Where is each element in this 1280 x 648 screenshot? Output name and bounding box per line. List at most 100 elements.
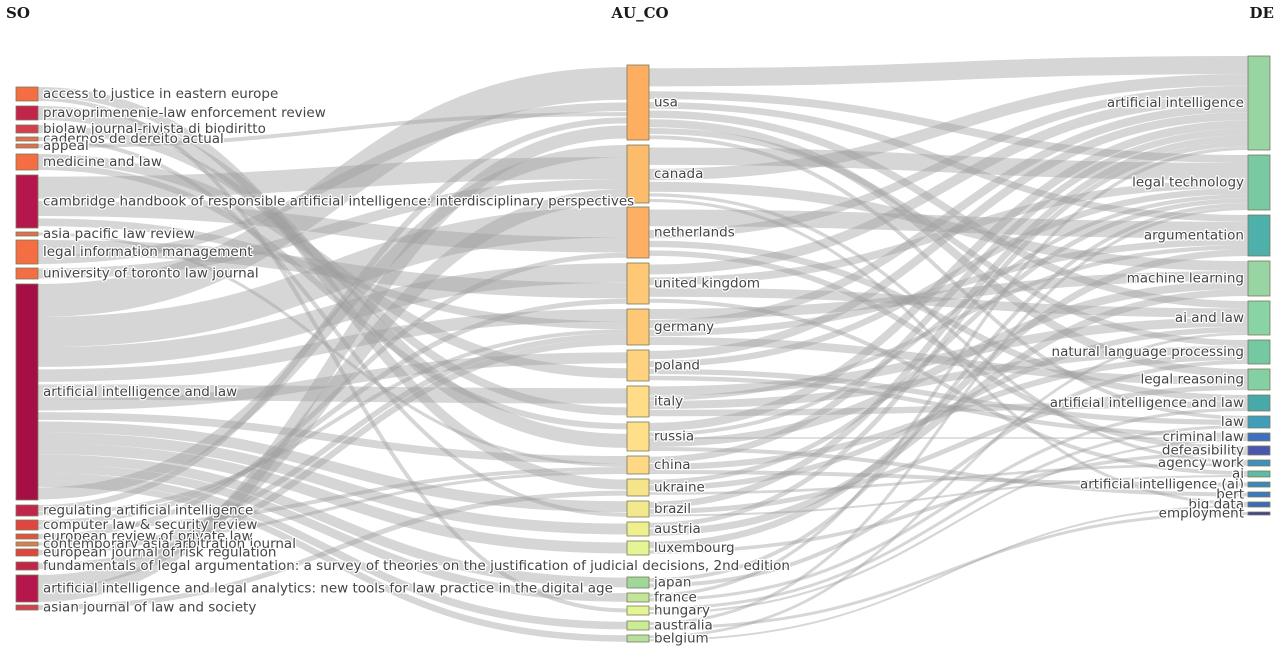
node-de[interactable] [1247, 459, 1271, 467]
sankey-link[interactable] [648, 425, 1249, 611]
sankey-link[interactable] [648, 206, 1249, 626]
sankey-link[interactable] [648, 368, 1249, 426]
node-au-co[interactable] [626, 521, 650, 537]
sankey-link[interactable] [37, 145, 628, 500]
sankey-link[interactable] [648, 250, 1249, 452]
sankey-link[interactable] [648, 401, 1249, 417]
sankey-link[interactable] [648, 475, 1249, 517]
sankey-link[interactable] [648, 193, 1249, 464]
sankey-link[interactable] [648, 74, 1249, 181]
sankey-link[interactable] [648, 249, 1249, 549]
sankey-link[interactable] [648, 287, 1249, 318]
sankey-link[interactable] [648, 128, 1249, 464]
sankey-link[interactable] [37, 154, 628, 379]
sankey-link[interactable] [37, 443, 628, 554]
sankey-link[interactable] [648, 360, 1249, 588]
node-au-co[interactable] [626, 605, 650, 616]
sankey-link[interactable] [37, 239, 628, 299]
sankey-link[interactable] [648, 103, 1249, 329]
sankey-link[interactable] [37, 412, 628, 464]
node-so[interactable] [15, 533, 39, 540]
sankey-link[interactable] [37, 472, 628, 630]
node-de[interactable] [1247, 445, 1271, 456]
node-de[interactable] [1247, 300, 1271, 336]
node-so[interactable] [15, 604, 39, 611]
node-de[interactable] [1247, 481, 1271, 488]
sankey-link[interactable] [37, 106, 628, 448]
node-de[interactable] [1247, 511, 1271, 516]
sankey-link[interactable] [37, 232, 628, 467]
node-so[interactable] [15, 174, 39, 229]
sankey-link[interactable] [648, 451, 1249, 554]
node-au-co[interactable] [626, 262, 650, 305]
sankey-link[interactable] [37, 189, 628, 589]
sankey-link[interactable] [648, 91, 1249, 163]
sankey-link[interactable] [648, 281, 1249, 447]
sankey-link[interactable] [37, 112, 628, 148]
node-so[interactable] [15, 504, 39, 517]
node-de[interactable] [1247, 55, 1271, 151]
sankey-link[interactable] [648, 375, 1249, 438]
sankey-link[interactable] [648, 346, 1249, 409]
sankey-link[interactable] [37, 480, 628, 642]
node-au-co[interactable] [626, 144, 650, 204]
sankey-link[interactable] [648, 128, 1249, 346]
sankey-link[interactable] [37, 125, 628, 602]
sankey-link[interactable] [648, 180, 1249, 286]
sankey-link[interactable] [37, 384, 628, 404]
node-de[interactable] [1247, 368, 1271, 391]
sankey-link[interactable] [37, 206, 628, 348]
sankey-link[interactable] [37, 329, 628, 516]
sankey-link[interactable] [648, 112, 1249, 360]
sankey-link[interactable] [648, 470, 1249, 487]
node-so[interactable] [15, 231, 39, 237]
node-au-co[interactable] [626, 620, 650, 631]
sankey-link[interactable] [648, 326, 1249, 491]
node-so[interactable] [15, 548, 39, 557]
node-so[interactable] [15, 541, 39, 547]
node-au-co[interactable] [626, 349, 650, 382]
node-so[interactable] [15, 136, 39, 142]
sankey-link[interactable] [648, 245, 1249, 401]
sankey-link[interactable] [648, 194, 1249, 437]
sankey-link[interactable] [648, 505, 1249, 642]
node-so[interactable] [15, 143, 39, 149]
node-au-co[interactable] [626, 540, 650, 556]
sankey-link[interactable] [37, 102, 628, 264]
sankey-link[interactable] [37, 338, 628, 570]
sankey-link[interactable] [37, 117, 628, 511]
sankey-link[interactable] [648, 447, 1249, 497]
node-au-co[interactable] [626, 385, 650, 418]
sankey-link[interactable] [648, 438, 1249, 615]
sankey-link[interactable] [37, 432, 628, 535]
sankey-link[interactable] [648, 146, 1249, 597]
node-so[interactable] [15, 86, 39, 102]
sankey-link[interactable] [37, 200, 628, 253]
node-so[interactable] [15, 267, 39, 280]
node-de[interactable] [1247, 470, 1271, 478]
sankey-link[interactable] [648, 119, 1249, 377]
sankey-link[interactable] [37, 464, 628, 602]
sankey-link[interactable] [648, 181, 1249, 271]
sankey-link[interactable] [37, 252, 628, 539]
sankey-link[interactable] [37, 263, 628, 367]
node-de[interactable] [1247, 415, 1271, 429]
sankey-link[interactable] [648, 141, 1249, 528]
sankey-link[interactable] [648, 56, 1249, 87]
sankey-link[interactable] [648, 120, 1249, 432]
sankey-link[interactable] [648, 147, 1249, 181]
node-au-co[interactable] [626, 576, 650, 589]
sankey-link[interactable] [648, 135, 1249, 509]
sankey-link[interactable] [648, 198, 1249, 485]
node-so[interactable] [15, 519, 39, 531]
sankey-link[interactable] [648, 187, 1249, 368]
node-de[interactable] [1247, 432, 1271, 442]
sankey-link[interactable] [648, 238, 1249, 337]
node-au-co[interactable] [626, 592, 650, 603]
node-de[interactable] [1247, 260, 1271, 297]
sankey-link[interactable] [648, 93, 1249, 275]
sankey-link[interactable] [37, 333, 628, 556]
sankey-link[interactable] [648, 271, 1249, 319]
node-so[interactable] [15, 239, 39, 265]
node-au-co[interactable] [626, 421, 650, 452]
